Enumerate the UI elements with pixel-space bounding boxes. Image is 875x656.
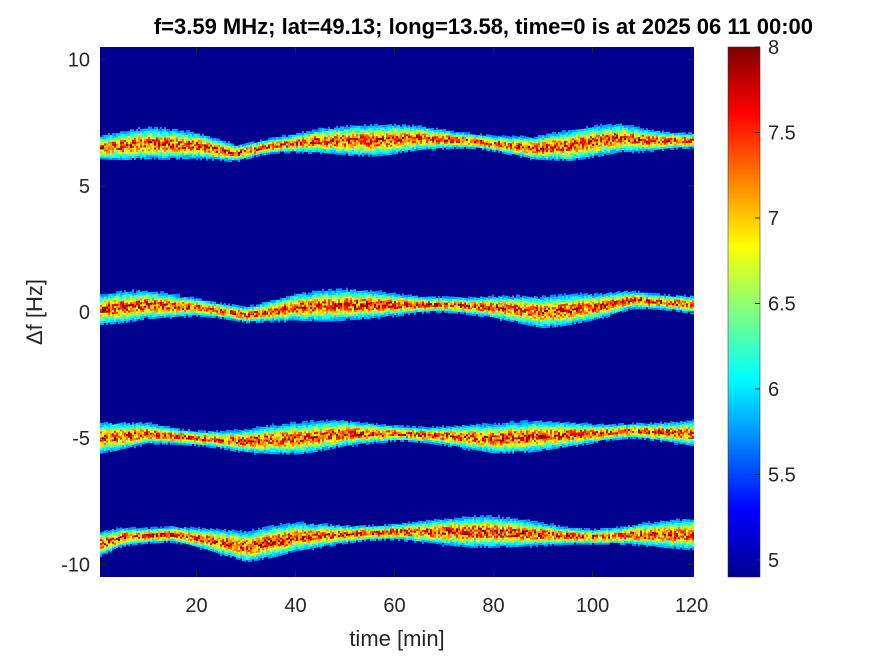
colorbar-tick-label: 7 — [768, 208, 779, 230]
band-1 — [100, 123, 694, 163]
colorbar-tick-label: 6 — [768, 379, 779, 401]
y-tick-label: 0 — [79, 302, 90, 324]
heatmap-bands — [100, 123, 694, 563]
x-tick-label: 120 — [675, 595, 708, 617]
x-axis-label: time [min] — [349, 626, 444, 651]
colorbar-ticks: 8 7.5 7 6.5 6 5.5 5 — [755, 37, 796, 572]
chart-title-text: f=3.59 MHz; lat=49.13; long=13.58, time=… — [153, 14, 813, 39]
colorbar-tick-label: 5.5 — [768, 464, 796, 486]
colorbar-tick-label: 6.5 — [768, 293, 796, 315]
y-axis-label: Δf [Hz] — [22, 279, 47, 345]
x-tick-label: 40 — [284, 595, 306, 617]
y-tick-label: 10 — [68, 50, 90, 72]
colorbar-tick-label: 7.5 — [768, 122, 796, 144]
chart-title: f=3.59 MHz; lat=49.13; long=13.58, time=… — [0, 14, 875, 46]
y-tick-label: -5 — [72, 428, 90, 450]
x-tick-label: 20 — [185, 595, 207, 617]
colorbar-tick-label: 8 — [768, 37, 779, 59]
x-tick-label: 100 — [576, 595, 609, 617]
band-3 — [100, 419, 694, 455]
band-2 — [100, 287, 694, 329]
x-tick-label: 80 — [482, 595, 504, 617]
y-tick-label: 5 — [79, 176, 90, 198]
x-axis-ticks: 20 40 60 80 100 120 — [185, 47, 708, 617]
y-tick-label: -10 — [61, 554, 90, 576]
x-tick-label: 60 — [383, 595, 405, 617]
y-axis-ticks: 10 5 0 -5 -10 — [61, 50, 694, 576]
colorbar — [727, 46, 761, 578]
band-4 — [100, 514, 694, 563]
colorbar-tick-label: 5 — [768, 550, 779, 572]
